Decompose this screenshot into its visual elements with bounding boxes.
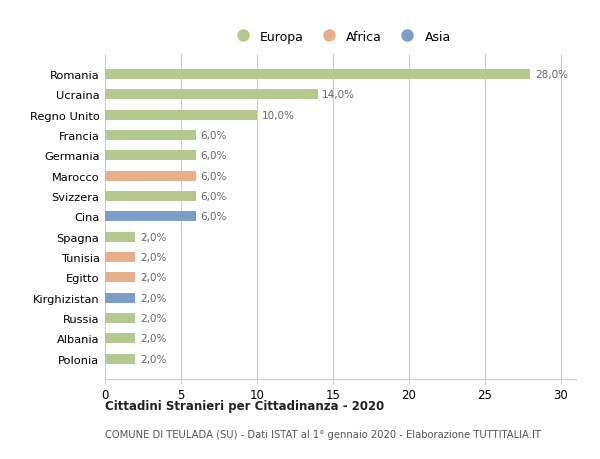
- Bar: [105, 70, 530, 80]
- Bar: [105, 232, 136, 242]
- Text: 6,0%: 6,0%: [201, 171, 227, 181]
- Text: 10,0%: 10,0%: [262, 111, 295, 120]
- Bar: [105, 354, 136, 364]
- Bar: [105, 171, 196, 181]
- Bar: [105, 110, 257, 121]
- Bar: [105, 90, 318, 100]
- Bar: [105, 293, 136, 303]
- Text: 6,0%: 6,0%: [201, 131, 227, 141]
- Text: 2,0%: 2,0%: [140, 252, 166, 263]
- Text: 6,0%: 6,0%: [201, 151, 227, 161]
- Text: COMUNE DI TEULADA (SU) - Dati ISTAT al 1° gennaio 2020 - Elaborazione TUTTITALIA: COMUNE DI TEULADA (SU) - Dati ISTAT al 1…: [105, 429, 541, 439]
- Text: 6,0%: 6,0%: [201, 212, 227, 222]
- Text: Cittadini Stranieri per Cittadinanza - 2020: Cittadini Stranieri per Cittadinanza - 2…: [105, 399, 384, 412]
- Bar: [105, 191, 196, 202]
- Bar: [105, 334, 136, 344]
- Text: 2,0%: 2,0%: [140, 232, 166, 242]
- Text: 2,0%: 2,0%: [140, 293, 166, 303]
- Text: 14,0%: 14,0%: [322, 90, 355, 100]
- Bar: [105, 252, 136, 263]
- Bar: [105, 273, 136, 283]
- Text: 2,0%: 2,0%: [140, 313, 166, 323]
- Text: 28,0%: 28,0%: [535, 70, 568, 80]
- Bar: [105, 212, 196, 222]
- Bar: [105, 151, 196, 161]
- Legend: Europa, Africa, Asia: Europa, Africa, Asia: [225, 26, 456, 49]
- Bar: [105, 313, 136, 324]
- Text: 2,0%: 2,0%: [140, 354, 166, 364]
- Text: 6,0%: 6,0%: [201, 191, 227, 202]
- Text: 2,0%: 2,0%: [140, 273, 166, 283]
- Text: 2,0%: 2,0%: [140, 334, 166, 344]
- Bar: [105, 131, 196, 141]
